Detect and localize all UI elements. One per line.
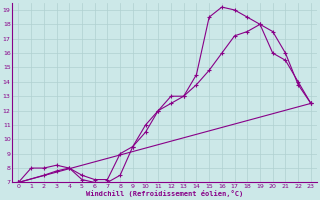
X-axis label: Windchill (Refroidissement éolien,°C): Windchill (Refroidissement éolien,°C) [86, 190, 243, 197]
